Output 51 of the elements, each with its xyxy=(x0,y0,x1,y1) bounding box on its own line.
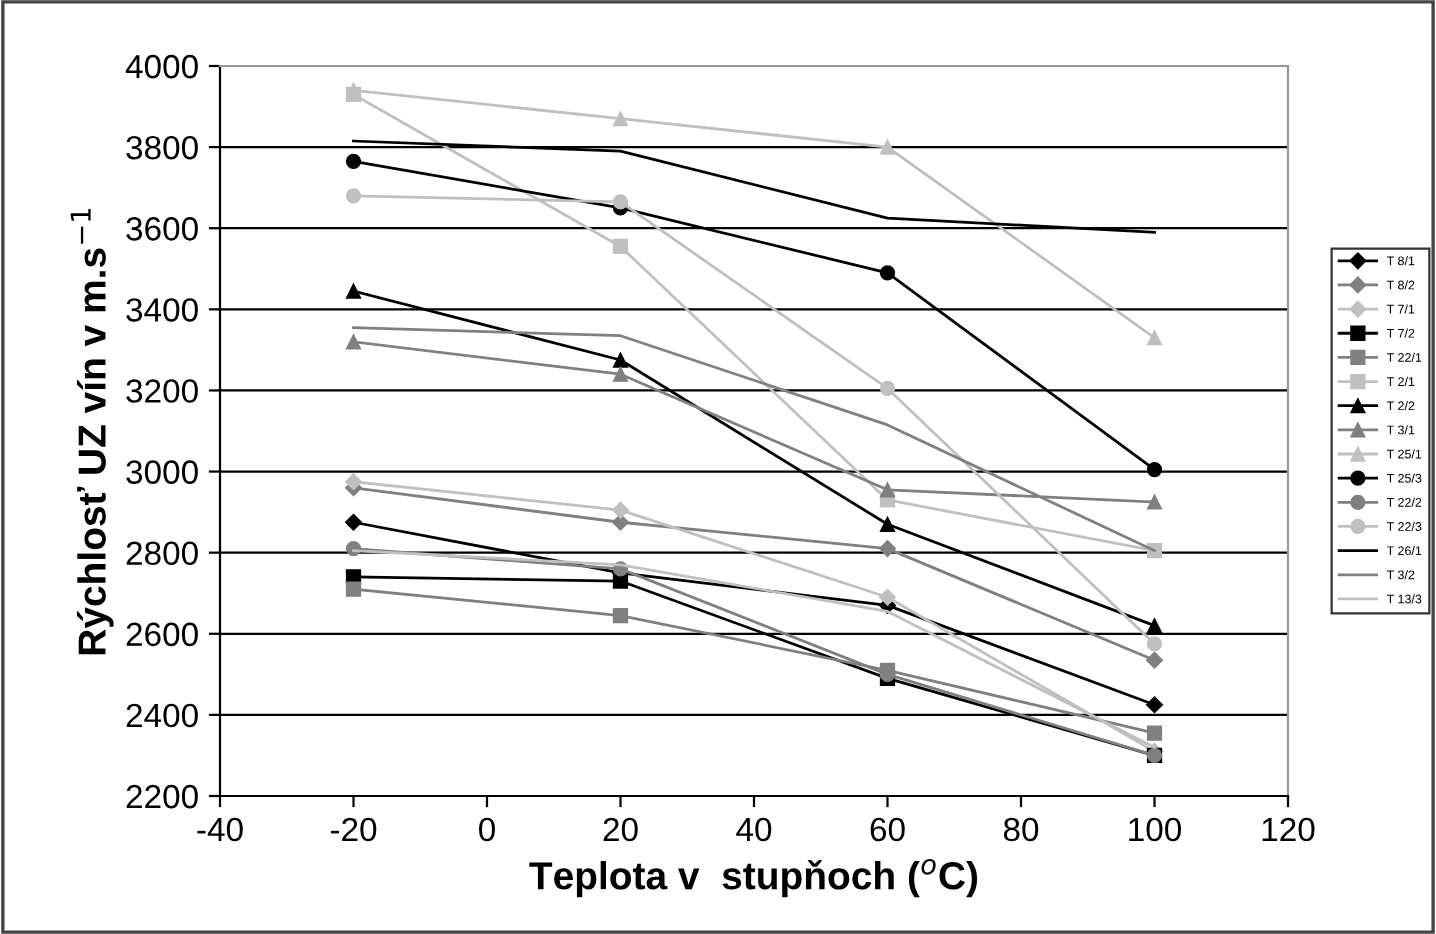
point xyxy=(879,265,896,281)
point xyxy=(345,153,362,169)
point xyxy=(1145,651,1164,669)
point xyxy=(345,334,362,350)
point xyxy=(1146,636,1163,652)
point xyxy=(878,540,897,558)
y-tick-label: 3800 xyxy=(126,135,198,160)
point xyxy=(1146,494,1163,510)
point xyxy=(879,139,896,155)
y-tick-label: 2800 xyxy=(126,541,198,566)
y-axis-title: Rýchlosť UZ vín v m.s$^{−1}$ xyxy=(70,208,114,655)
x-tick-label: 40 xyxy=(736,817,772,842)
point xyxy=(612,194,629,210)
point xyxy=(879,482,896,498)
y-tick-label: 4000 xyxy=(125,54,198,79)
point xyxy=(345,82,362,98)
x-tick-label: 120 xyxy=(1262,817,1315,842)
point xyxy=(611,501,630,519)
point xyxy=(1146,461,1163,478)
point xyxy=(879,516,896,532)
point xyxy=(1146,725,1163,741)
y-tick-label: 3000 xyxy=(126,460,198,484)
point xyxy=(345,188,362,204)
x-tick-label: -20 xyxy=(330,817,377,842)
y-tick-label: 2200 xyxy=(126,784,198,809)
point xyxy=(1146,330,1163,346)
x-axis-title: Teplota v stupňoch ($^{o}$C) xyxy=(529,859,978,898)
point xyxy=(878,588,897,606)
point xyxy=(344,513,363,531)
y-tick-label: 2600 xyxy=(126,622,198,647)
point xyxy=(1146,618,1163,634)
y-tick-label: 3600 xyxy=(126,217,198,241)
point xyxy=(345,283,362,299)
x-tick-label: 0 xyxy=(479,817,495,842)
y-tick-label: 3200 xyxy=(126,379,198,403)
x-tick-label: 60 xyxy=(870,817,905,842)
x-tick-label: 100 xyxy=(1129,817,1182,842)
point xyxy=(344,473,363,491)
point xyxy=(879,380,896,397)
point xyxy=(612,238,629,255)
x-tick-label: 20 xyxy=(603,817,638,842)
y-tick-label: 3400 xyxy=(126,298,198,322)
point xyxy=(612,111,629,127)
point xyxy=(612,352,629,368)
point xyxy=(612,607,629,624)
point xyxy=(345,581,362,597)
point xyxy=(612,366,629,382)
y-tick-label: 2400 xyxy=(126,703,198,728)
x-tick-label: -40 xyxy=(197,817,243,842)
point xyxy=(1145,696,1164,714)
x-tick-label: 80 xyxy=(1003,817,1039,842)
